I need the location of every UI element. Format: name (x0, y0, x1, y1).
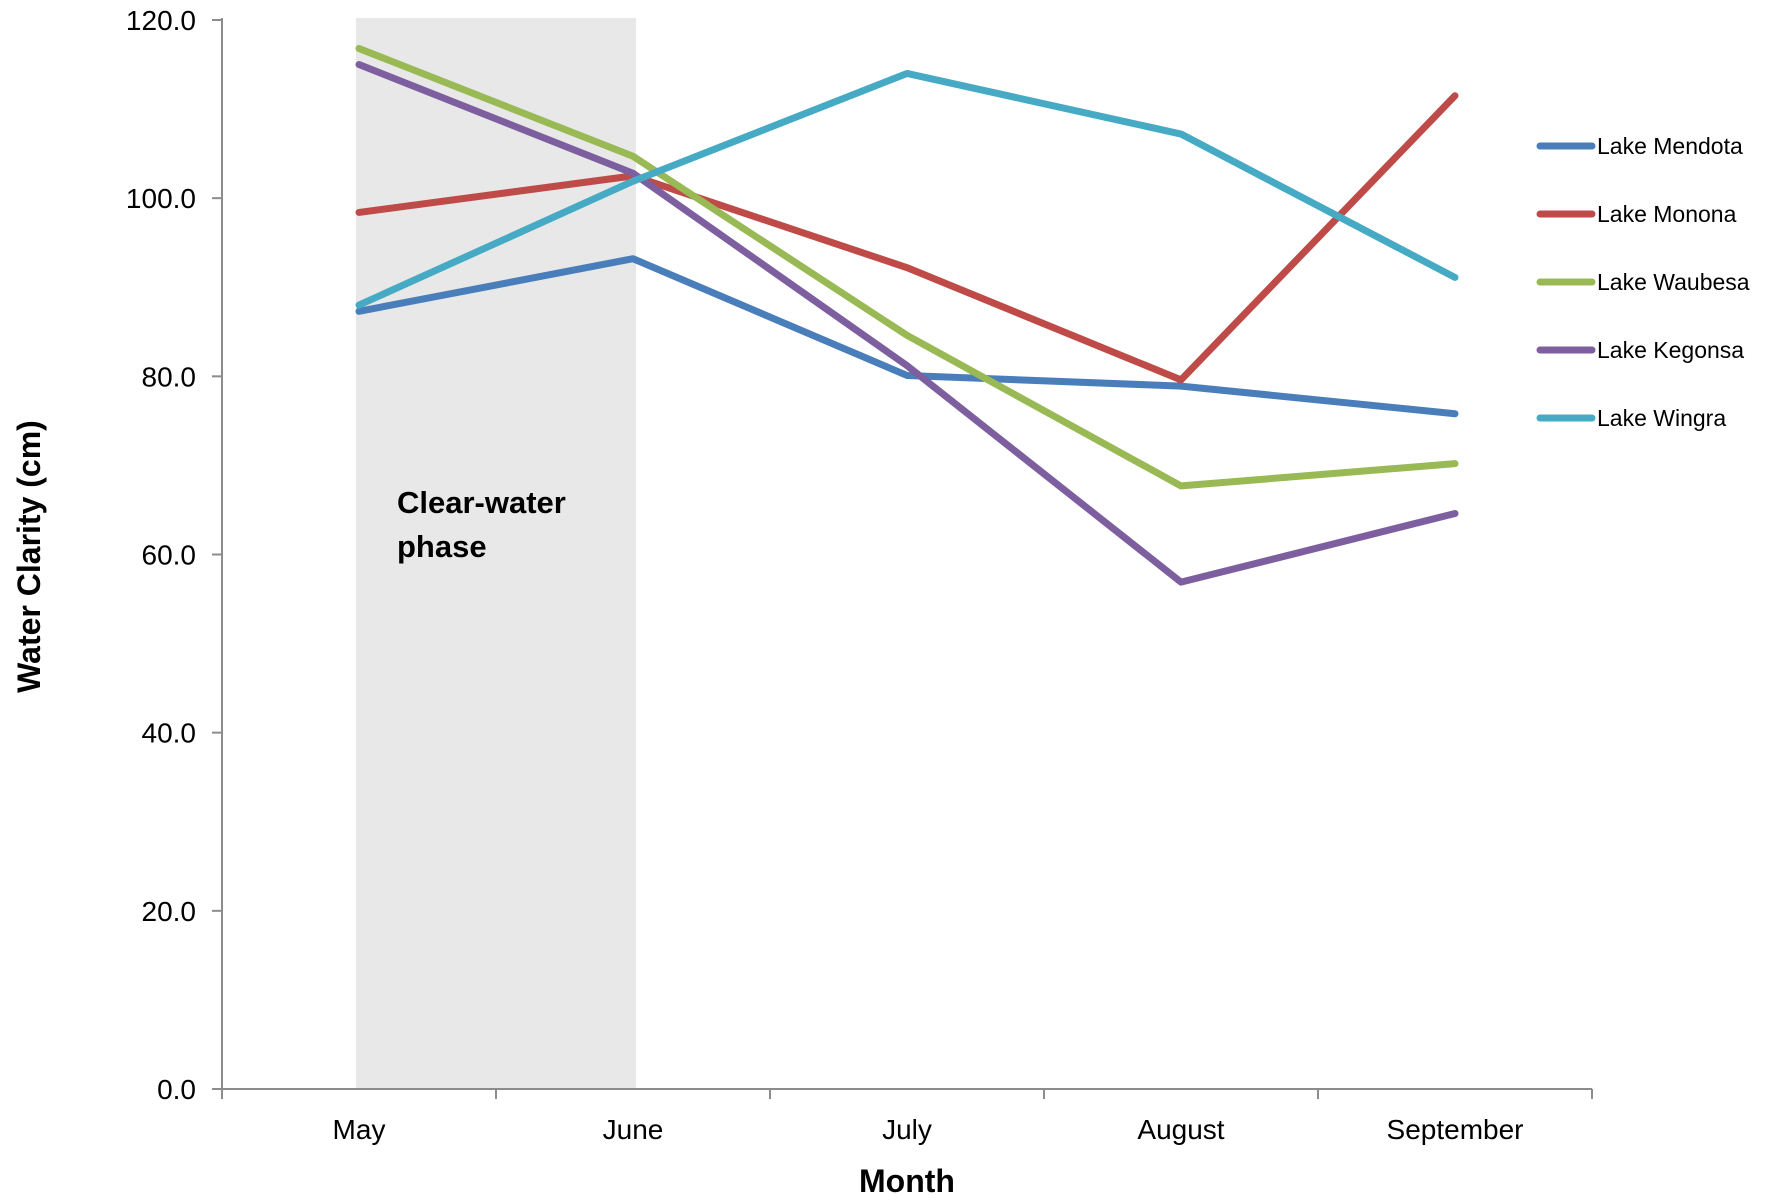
y-tick-label: 40.0 (142, 718, 197, 749)
x-tick-label: May (333, 1114, 386, 1145)
y-axis-title: Water Clarity (cm) (11, 420, 47, 693)
legend-label: Lake Wingra (1597, 405, 1726, 431)
legend-label: Lake Waubesa (1597, 269, 1750, 295)
annotation-line: Clear-water (397, 485, 566, 520)
series-line (355, 61, 1459, 586)
series-line (355, 45, 1459, 490)
x-tick-label: September (1387, 1114, 1524, 1145)
clear-water-annotation: Clear-water phase (397, 485, 574, 564)
y-tick-label: 100.0 (126, 183, 196, 214)
series-line (355, 92, 1459, 384)
y-tick-label: 0.0 (157, 1074, 196, 1105)
y-tick-label: 60.0 (142, 540, 197, 571)
series-line (355, 255, 1459, 418)
legend-label: Lake Monona (1597, 201, 1737, 227)
x-tick-label: June (603, 1114, 664, 1145)
y-ticks: 0.0 20.0 40.0 60.0 80.0 100.0 120.0 (126, 5, 222, 1105)
y-tick-label: 80.0 (142, 361, 197, 392)
x-axis-title: Month (859, 1163, 955, 1198)
y-tick-label: 120.0 (126, 5, 196, 36)
y-tick-label: 20.0 (142, 896, 197, 927)
x-tick-label: August (1137, 1114, 1224, 1145)
legend: Lake Mendota Lake Monona Lake Waubesa Lake … (1536, 133, 1750, 431)
series-line (355, 69, 1459, 309)
annotation-line: phase (397, 529, 487, 564)
legend-label: Lake Kegonsa (1597, 337, 1744, 363)
x-tick-label: July (882, 1114, 932, 1145)
legend-label: Lake Mendota (1597, 133, 1743, 159)
series-lines (355, 45, 1459, 586)
x-ticks: May June July August September (221, 1089, 1593, 1145)
